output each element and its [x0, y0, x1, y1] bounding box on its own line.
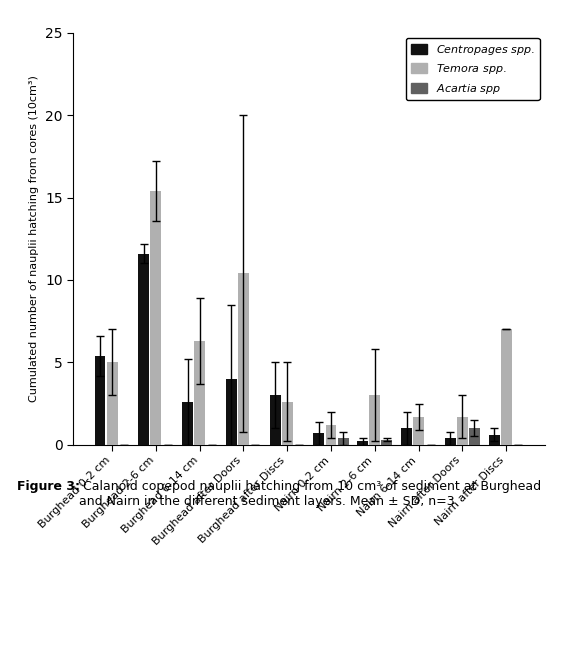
Bar: [401, 428, 412, 445]
Bar: [369, 395, 380, 445]
Bar: [382, 439, 392, 445]
Legend: $\it{Centropages\ spp.}$, $\it{Temora\ spp.}$, $\it{Acartia\ spp}$: $\it{Centropages\ spp.}$, $\it{Temora\ s…: [406, 38, 540, 100]
Bar: [325, 425, 337, 445]
Bar: [270, 395, 280, 445]
Bar: [226, 379, 237, 445]
Bar: [314, 433, 324, 445]
Text: Calanoid copepod nauplii hatching from 10 cm³ of sediment at Burghead and Nairn : Calanoid copepod nauplii hatching from 1…: [79, 480, 541, 508]
Y-axis label: Cumulated number of nauplii hatching from cores (10cm³): Cumulated number of nauplii hatching fro…: [29, 75, 39, 402]
Bar: [413, 417, 424, 445]
Bar: [94, 356, 106, 445]
Bar: [107, 362, 117, 445]
Bar: [194, 341, 205, 445]
Bar: [488, 435, 500, 445]
Bar: [151, 191, 161, 445]
Bar: [457, 417, 468, 445]
Bar: [238, 273, 249, 445]
Text: Figure 3:: Figure 3:: [17, 480, 80, 493]
Bar: [357, 441, 368, 445]
Bar: [182, 402, 193, 445]
Bar: [338, 438, 348, 445]
Bar: [469, 428, 480, 445]
Bar: [501, 330, 511, 445]
Bar: [282, 402, 293, 445]
Bar: [138, 254, 149, 445]
Bar: [445, 438, 456, 445]
